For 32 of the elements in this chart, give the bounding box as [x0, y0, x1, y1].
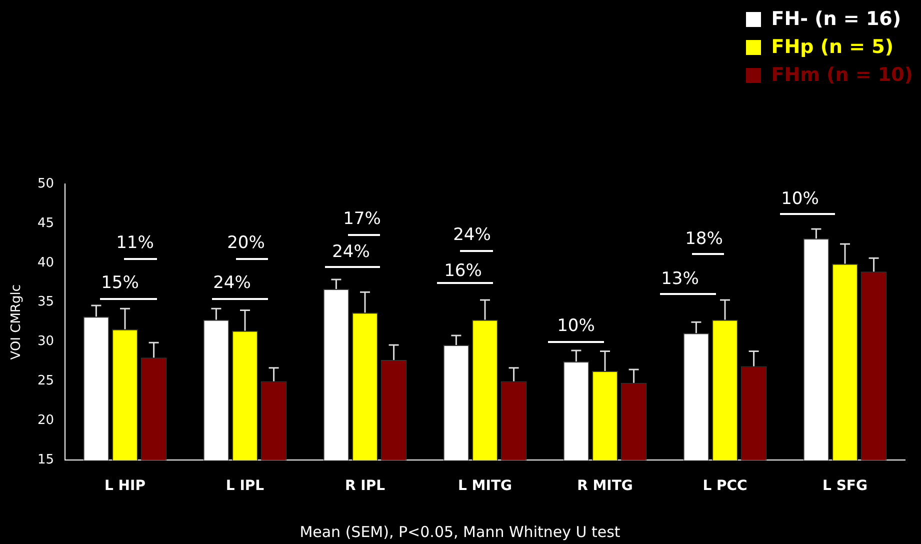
y-tick-label: 50 [37, 176, 54, 192]
annotation: 10% [557, 316, 595, 336]
x-tick-label: L PCC [702, 478, 748, 494]
y-tick-label: 40 [37, 255, 54, 270]
x-tick-label: L MITG [458, 478, 512, 494]
annotation: 24% [213, 273, 251, 293]
y-tick-label: 45 [37, 216, 54, 231]
x-tick-label: L SFG [822, 478, 868, 494]
text: Mean (SEM), P<0.05, Mann Whitney U test [300, 523, 620, 541]
legend-label: FHp (n = 5) [771, 36, 894, 58]
y-axis-title: VOI CMRglc [9, 284, 24, 360]
x-tick-label: R MITG [577, 478, 633, 494]
annotation: 17% [343, 209, 381, 229]
legend-label: FH- (n = 16) [771, 8, 902, 30]
y-tick-label: 35 [37, 294, 54, 310]
x-tick-label: L IPL [226, 478, 264, 494]
y-tick-label: 20 [37, 413, 54, 428]
annotation: 11% [116, 233, 154, 253]
annotation: 10% [781, 189, 819, 209]
x-tick-label: R IPL [344, 478, 386, 494]
annotation: 16% [444, 261, 482, 281]
annotation: 24% [453, 225, 491, 245]
x-tick-label: L HIP [104, 478, 146, 494]
legend-label: FHm (n = 10) [771, 64, 913, 86]
annotation: 24% [332, 242, 370, 262]
y-tick-label: 25 [37, 374, 54, 389]
annotation: 20% [227, 233, 265, 253]
y-tick-label: 15 [37, 452, 54, 468]
annotation: 15% [101, 273, 139, 293]
annotation: 18% [685, 229, 723, 249]
annotation: 13% [661, 269, 699, 289]
y-tick-label: 30 [37, 334, 54, 350]
